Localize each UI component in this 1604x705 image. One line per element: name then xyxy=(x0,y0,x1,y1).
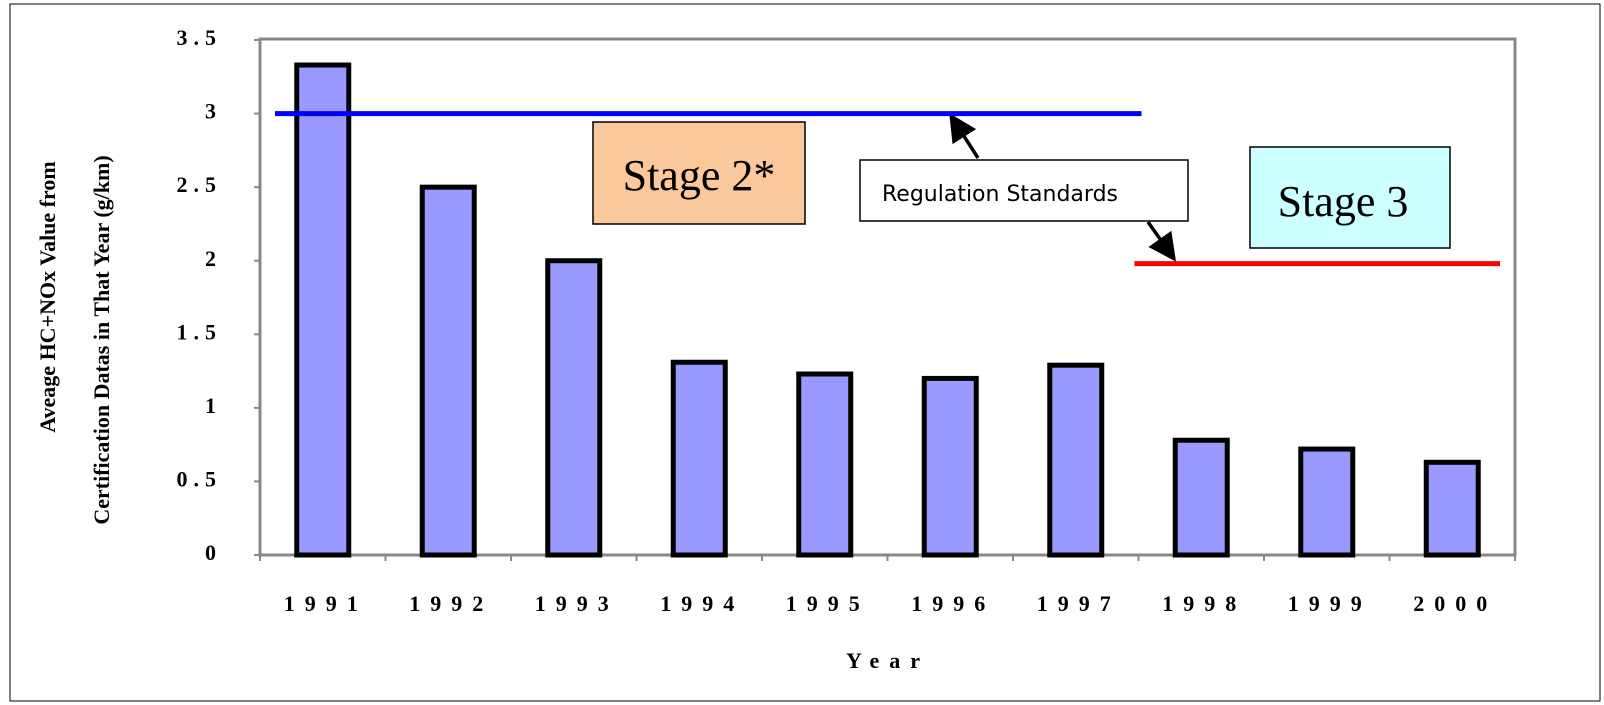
bar xyxy=(1298,446,1356,558)
regulation-box xyxy=(859,159,1189,222)
y-tick-label: 2 xyxy=(205,246,222,271)
x-tick-label: 1991 xyxy=(284,591,368,616)
bar xyxy=(796,371,854,558)
y-tick-label: 0 xyxy=(205,540,222,565)
y-axis-label: Aveage HC+NOx Value from xyxy=(35,161,60,432)
x-tick-label: 1997 xyxy=(1037,591,1121,616)
bar xyxy=(670,359,728,558)
stage3-box xyxy=(1249,146,1451,249)
y-tick-label: 1 xyxy=(205,393,222,418)
annotation: Stage 3 xyxy=(1278,177,1409,226)
x-tick-label: 1994 xyxy=(660,591,744,616)
x-tick-label: 1993 xyxy=(535,591,619,616)
x-tick-label: 1998 xyxy=(1162,591,1246,616)
bar xyxy=(545,258,603,558)
y-tick-label: 0.5 xyxy=(177,466,223,491)
bar xyxy=(1047,362,1105,558)
x-tick-label: 1996 xyxy=(911,591,995,616)
x-tick-label: 2000 xyxy=(1413,591,1497,616)
x-axis-label: Year xyxy=(846,648,930,673)
annotation: Stage 2* xyxy=(623,151,776,200)
bar xyxy=(921,375,979,558)
stage2-box xyxy=(592,121,806,225)
y-axis-label: Certification Datas in That Year (g/km) xyxy=(89,155,114,524)
bar xyxy=(294,62,352,558)
y-tick-label: 3 xyxy=(205,99,222,124)
x-tick-label: 1992 xyxy=(409,591,493,616)
arrow xyxy=(1146,220,1177,262)
x-tick-label: 1995 xyxy=(786,591,870,616)
bar xyxy=(1423,459,1481,558)
y-tick-label: 3.5 xyxy=(177,25,223,50)
y-tick-label: 2.5 xyxy=(177,172,223,197)
bar xyxy=(1172,437,1230,558)
annotation: Regulation Standards xyxy=(882,182,1118,207)
arrow xyxy=(949,113,980,159)
x-tick-label: 1999 xyxy=(1288,591,1372,616)
y-tick-label: 1.5 xyxy=(177,319,223,344)
bar xyxy=(419,184,477,558)
